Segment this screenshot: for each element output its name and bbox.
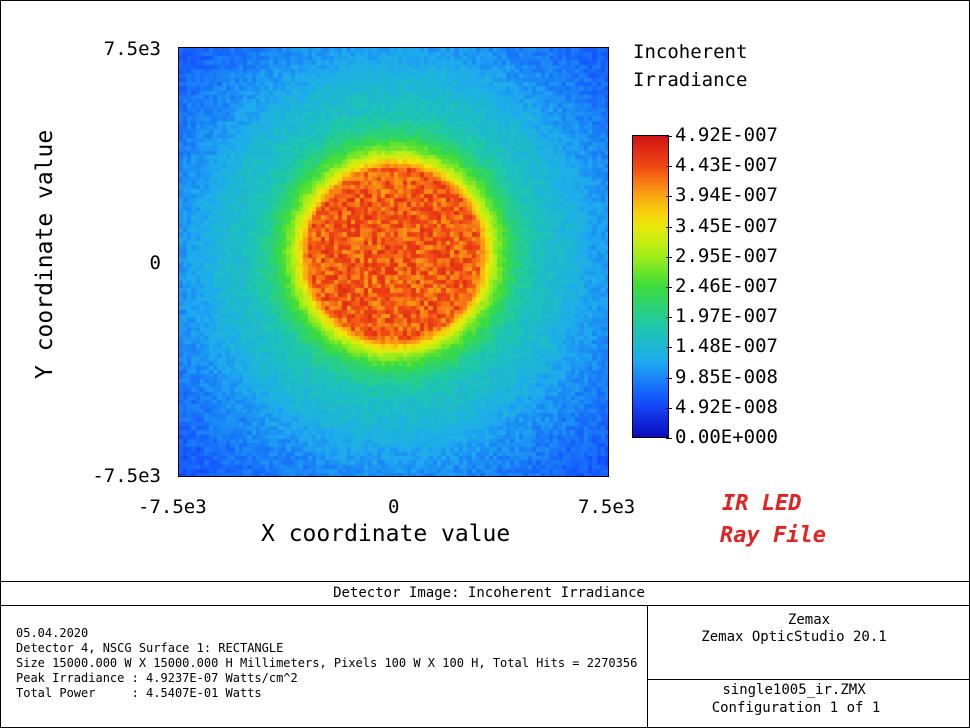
colorbar-label: 3.94E-007: [675, 184, 778, 207]
colorbar-label: 1.48E-007: [675, 335, 778, 358]
footer-title: Detector Image: Incoherent Irradiance: [333, 585, 645, 601]
colorbar-tick: [666, 166, 672, 168]
colorbar-label: 4.92E-008: [675, 395, 778, 418]
colorbar-title-line-2: Irradiance: [633, 69, 748, 91]
colorbar-label: 4.92E-007: [675, 124, 778, 146]
colorbar-tick: [666, 317, 672, 319]
y-tick-label-middle: 0: [149, 252, 161, 274]
colorbar-tick: [666, 196, 672, 198]
colorbar-tick: [666, 347, 672, 349]
colorbar-label: 1.97E-007: [675, 305, 778, 328]
footer-company: Zemax: [787, 612, 831, 628]
colorbar-label: 4.43E-007: [675, 154, 778, 177]
footer-info-date: 05.04.2020: [16, 626, 89, 640]
footer-info-size: Size 15000.000 W X 15000.000 H Millimete…: [16, 656, 638, 670]
colorbar-label: 2.95E-007: [675, 244, 778, 267]
annotation-line-1: IR LED: [722, 491, 802, 516]
colorbar: [632, 135, 669, 438]
y-tick-label-bottom: -7.5e3: [92, 465, 161, 487]
footer-info-power: Total Power : 4.5407E-01 Watts: [16, 686, 262, 700]
colorbar-tick: [666, 438, 672, 439]
colorbar-label: 9.85E-008: [675, 365, 778, 388]
colorbar-label: 2.46E-007: [675, 275, 778, 297]
x-axis-label: X coordinate value: [261, 521, 511, 547]
colorbar-title-line-1: Incoherent: [633, 41, 748, 63]
irradiance-heatmap: [179, 48, 608, 476]
colorbar-tick: [666, 136, 672, 137]
footer-info-detector: Detector 4, NSCG Surface 1: RECTANGLE: [16, 641, 284, 655]
footer-info-peak: Peak Irradiance : 4.9237E-07 Watts/cm^2: [16, 671, 298, 685]
colorbar-tick: [666, 256, 672, 258]
x-tick-label-right: 7.5e3: [578, 496, 636, 518]
footer-configuration: Configuration 1 of 1: [711, 700, 881, 716]
colorbar-tick: [666, 287, 672, 288]
colorbar-tick: [666, 377, 672, 379]
footer-info: 05.04.2020 Detector 4, NSCG Surface 1: R…: [16, 626, 637, 701]
colorbar-tick: [666, 226, 672, 228]
x-tick-label-left: -7.5e3: [138, 496, 207, 518]
y-axis-label: Y coordinate value: [32, 129, 58, 379]
x-tick-label-middle: 0: [388, 496, 400, 518]
colorbar-title: Incoherent Irradiance: [633, 38, 747, 94]
heatmap-plot-area: [178, 47, 609, 477]
colorbar-label: 3.45E-007: [675, 214, 778, 237]
colorbar-tick: [666, 407, 672, 409]
colorbar-label: 0.00E+000: [675, 426, 778, 448]
footer-file: single1005_ir.ZMX: [722, 682, 866, 698]
annotation-line-2: Ray File: [720, 523, 826, 548]
footer-panel: Detector Image: Incoherent Irradiance 05…: [0, 581, 970, 728]
footer-product: Zemax OpticStudio 20.1: [701, 629, 887, 645]
y-tick-label-top: 7.5e3: [103, 38, 161, 60]
